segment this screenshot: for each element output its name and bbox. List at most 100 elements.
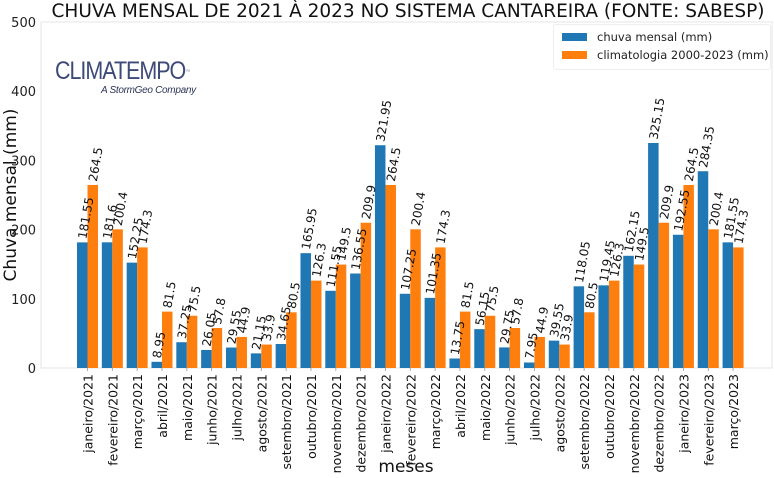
bar-value-label: 149.5 bbox=[632, 226, 652, 262]
bar-value-label: 81.5 bbox=[160, 280, 178, 309]
bar-climatologia bbox=[534, 336, 545, 368]
legend-item-climatologia: climatologia 2000-2023 (mm) bbox=[562, 48, 769, 62]
x-tick-label: dezembro/2021 bbox=[354, 374, 369, 473]
y-tick-label: 0 bbox=[28, 362, 36, 377]
bars-group bbox=[77, 143, 744, 368]
bar-value-label: 8.95 bbox=[150, 331, 168, 360]
bar-chuva-mensal bbox=[374, 145, 386, 368]
bar-climatologia bbox=[459, 311, 471, 368]
logo-tagline: A StormGeo Company bbox=[101, 85, 196, 96]
bar-chuva-mensal bbox=[399, 293, 411, 368]
bar-value-label: 37.25 bbox=[175, 303, 195, 339]
bar-chuva-mensal bbox=[225, 347, 237, 368]
bar-chuva-mensal bbox=[548, 340, 560, 368]
bar-value-label: 126.3 bbox=[309, 242, 329, 278]
bar-climatologia bbox=[335, 264, 347, 368]
bar-value-label: 39.55 bbox=[547, 302, 567, 338]
bar-climatologia bbox=[509, 328, 521, 368]
bar-value-label: 149.5 bbox=[334, 226, 354, 262]
legend: chuva mensal (mm) climatologia 2000-2023… bbox=[553, 24, 771, 70]
bar-value-label: 264.5 bbox=[384, 146, 404, 182]
x-tick-label: fevereiro/2022 bbox=[403, 374, 418, 466]
climatempo-logo: CLIMATEMPO™ A StormGeo Company bbox=[55, 57, 211, 96]
bar-value-label: 33.9 bbox=[558, 313, 576, 342]
x-tick-label: agosto/2021 bbox=[254, 374, 269, 452]
bar-chuva-mensal bbox=[648, 143, 659, 368]
bar-value-label: 57.8 bbox=[210, 297, 228, 326]
bar-value-label: 264.5 bbox=[682, 146, 702, 182]
x-tick-label: outubro/2021 bbox=[304, 374, 319, 459]
bar-chuva-mensal bbox=[573, 286, 585, 368]
legend-item-chuva-mensal: chuva mensal (mm) bbox=[562, 30, 712, 44]
bar-value-label: 174.3 bbox=[136, 209, 156, 245]
x-tick-label: agosto/2022 bbox=[552, 374, 567, 452]
x-tick-label: março/2023 bbox=[726, 374, 741, 449]
bar-value-label: 80.5 bbox=[285, 281, 303, 310]
bar-climatologia bbox=[87, 184, 98, 368]
x-tick-label: setembro/2022 bbox=[577, 374, 592, 469]
logo-wordmark: CLIMATEMPO™ bbox=[55, 57, 190, 85]
bar-climatologia bbox=[683, 184, 694, 368]
bar-chuva-mensal bbox=[325, 290, 336, 368]
bar-chuva-mensal bbox=[250, 353, 262, 368]
x-tick-label: julho/2021 bbox=[229, 374, 244, 441]
bar-climatologia bbox=[584, 312, 595, 368]
bar-chuva-mensal bbox=[101, 242, 113, 368]
x-tick-label: junho/2021 bbox=[205, 374, 220, 446]
bar-chuva-mensal bbox=[474, 329, 485, 368]
bar-climatologia bbox=[137, 247, 148, 368]
y-tick-label: 200 bbox=[11, 224, 36, 239]
y-axis-label: Chuva mensal (mm) bbox=[1, 109, 21, 282]
bar-chuva-mensal bbox=[77, 242, 88, 368]
bar-climatologia bbox=[410, 229, 421, 368]
bar-chuva-mensal bbox=[275, 344, 287, 368]
bar-value-label: 44.9 bbox=[235, 306, 253, 335]
bar-climatologia bbox=[608, 280, 620, 368]
bar-climatologia bbox=[286, 312, 297, 368]
bar-value-label: 13.75 bbox=[448, 320, 468, 356]
bar-climatologia bbox=[186, 315, 198, 368]
bar-climatologia bbox=[435, 247, 446, 368]
bar-value-label: 200.4 bbox=[409, 191, 429, 227]
x-tick-label: fevereiro/2023 bbox=[701, 374, 716, 466]
x-tick-label: abril/2022 bbox=[453, 374, 468, 438]
x-tick-label: setembro/2021 bbox=[279, 374, 294, 469]
y-tick-label: 300 bbox=[11, 154, 36, 169]
bar-value-label: 209.9 bbox=[359, 184, 379, 220]
bar-climatologia bbox=[484, 315, 496, 368]
bar-climatologia bbox=[658, 222, 670, 368]
bar-chuva-mensal bbox=[523, 362, 535, 368]
bar-chuva-mensal bbox=[449, 358, 460, 368]
x-axis-label: meses bbox=[378, 457, 433, 477]
legend-label: chuva mensal (mm) bbox=[597, 30, 713, 44]
bar-chuva-mensal bbox=[176, 342, 187, 368]
bar-chuva-mensal bbox=[598, 285, 609, 368]
bar-value-label: 174.3 bbox=[434, 209, 454, 245]
bar-chuva-mensal bbox=[151, 361, 162, 368]
y-tick-label: 500 bbox=[11, 16, 36, 31]
bar-chuva-mensal bbox=[201, 349, 212, 368]
bar-chuva-mensal bbox=[499, 347, 510, 368]
bar-value-label: 44.9 bbox=[533, 306, 551, 335]
bar-chuva-mensal bbox=[697, 171, 709, 368]
legend-swatch-blue bbox=[562, 33, 587, 41]
bar-chuva-mensal bbox=[350, 273, 361, 368]
bar-value-label: 7.95 bbox=[522, 331, 540, 360]
bar-climatologia bbox=[360, 222, 372, 368]
x-tick-label: março/2021 bbox=[130, 374, 145, 449]
bar-climatologia bbox=[633, 264, 645, 368]
legend-swatch-orange bbox=[562, 51, 587, 59]
bar-climatologia bbox=[733, 247, 744, 368]
bar-climatologia bbox=[161, 311, 173, 368]
x-tick-label: maio/2022 bbox=[478, 374, 493, 441]
bar-value-label: 34.65 bbox=[274, 305, 294, 341]
bar-climatologia bbox=[310, 280, 322, 368]
x-tick-label: março/2022 bbox=[428, 374, 443, 449]
x-axis-ticks: janeiro/2021 fevereiro/2021 março/2021 abri… bbox=[81, 368, 741, 473]
bar-value-label: 200.4 bbox=[707, 191, 727, 227]
x-tick-label: janeiro/2022 bbox=[378, 374, 393, 454]
bar-value-label: 174.3 bbox=[731, 209, 751, 245]
x-tick-label: novembro/2021 bbox=[329, 374, 344, 473]
bar-value-label: 33.9 bbox=[260, 313, 278, 342]
